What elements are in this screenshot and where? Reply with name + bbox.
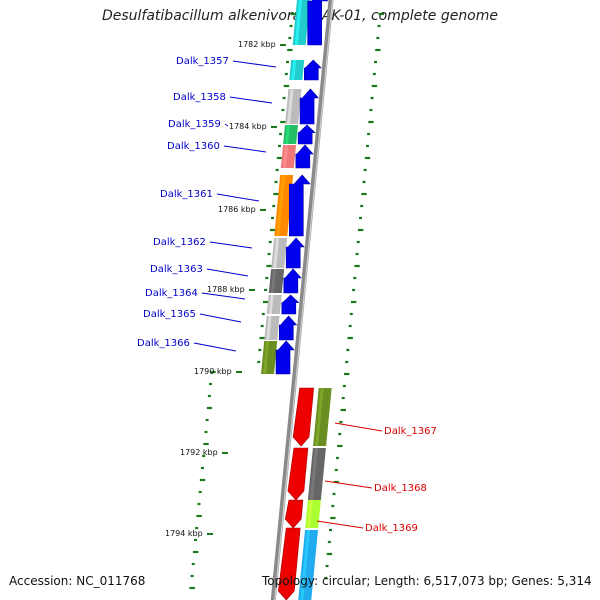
- category-bar-dalk_1360: [280, 145, 297, 168]
- gene-arrow-dalk_1359[interactable]: [297, 124, 316, 145]
- category-bar-dalk_1362-shine: [273, 238, 280, 268]
- category-bar-dalk_1357: [289, 60, 305, 80]
- category-bar-partial-top-shine: [294, 0, 303, 45]
- category-bar-dalk_1368-shine: [309, 448, 318, 500]
- category-bar-dalk_1362: [271, 238, 288, 268]
- gene-label-dalk_1361[interactable]: Dalk_1361: [160, 189, 213, 200]
- kbp-label: 1788 kbp: [207, 285, 245, 294]
- backbone-line: [270, 0, 334, 600]
- gene-arrow-partial-bottom[interactable]: [277, 527, 301, 600]
- category-bar-dalk_1365-shine: [266, 316, 272, 340]
- leader-line: [324, 480, 373, 489]
- category-bar-dalk_1364: [266, 295, 282, 314]
- leader-line: [229, 96, 273, 104]
- category-bar-dalk_1363-shine: [270, 269, 277, 293]
- gene-label-dalk_1365[interactable]: Dalk_1365: [143, 309, 196, 320]
- category-bar-dalk_1359: [283, 125, 298, 144]
- kbp-label: 1792 kbp: [180, 448, 218, 457]
- gene-arrow-dalk_1361[interactable]: [288, 174, 311, 237]
- leader-line: [334, 422, 383, 432]
- genome-backbone: [270, 0, 334, 600]
- gene-label-dalk_1368[interactable]: Dalk_1368: [374, 483, 427, 494]
- category-bar-dalk_1369: [305, 500, 321, 528]
- category-bar-dalk_1369-shine: [307, 500, 313, 528]
- gene-arrow-partial-top[interactable]: [307, 0, 329, 46]
- kbp-label: 1784 kbp: [229, 122, 267, 131]
- leader-line: [199, 313, 242, 323]
- gene-label-dalk_1364[interactable]: Dalk_1364: [145, 288, 198, 299]
- gene-label-dalk_1369[interactable]: Dalk_1369: [365, 523, 418, 534]
- gene-label-dalk_1358[interactable]: Dalk_1358: [173, 92, 226, 103]
- gene-arrow-dalk_1362[interactable]: [285, 237, 305, 269]
- category-bars: [261, 0, 332, 600]
- category-bar-dalk_1361-shine: [276, 175, 286, 236]
- category-bar-dalk_1364-shine: [268, 295, 274, 314]
- gene-arrow-dalk_1363[interactable]: [283, 268, 302, 294]
- gene-arrow-dalk_1368[interactable]: [287, 447, 309, 501]
- gene-arrow-dalk_1367[interactable]: [292, 387, 315, 447]
- category-bar-dalk_1363: [268, 269, 285, 293]
- kbp-label: 1782 kbp: [238, 40, 276, 49]
- gene-arrow-dalk_1365[interactable]: [278, 315, 298, 341]
- gene-arrow-dalk_1358[interactable]: [299, 88, 320, 125]
- leader-line: [209, 241, 253, 249]
- category-bar-dalk_1359-shine: [285, 125, 290, 144]
- gene-label-dalk_1367[interactable]: Dalk_1367: [384, 426, 437, 437]
- kbp-labels: 1782 kbp 1784 kbp 1786 kbp 1788 kbp 1790 kbp…: [165, 40, 286, 538]
- category-bar-dalk_1366-shine: [263, 341, 270, 374]
- kbp-label: 1786 kbp: [218, 205, 256, 214]
- gene-label-dalk_1359[interactable]: Dalk_1359: [168, 119, 221, 130]
- category-bar-dalk_1366: [261, 341, 278, 374]
- category-bar-dalk_1357-shine: [291, 60, 297, 80]
- category-bar-dalk_1358: [285, 89, 302, 124]
- gene-labels: Dalk_1357 Dalk_1358 Dalk_1359 Dalk_1360 Dalk…: [137, 56, 437, 534]
- backbone-highlight: [274, 0, 334, 600]
- gene-arrow-dalk_1366[interactable]: [275, 340, 295, 375]
- gene-label-dalk_1362[interactable]: Dalk_1362: [153, 237, 206, 248]
- gene-arrows: [275, 0, 329, 600]
- leader-line: [223, 145, 267, 153]
- category-bar-dalk_1360-shine: [282, 145, 289, 168]
- gene-arrow-dalk_1360[interactable]: [295, 144, 314, 169]
- leader-line: [216, 193, 260, 202]
- category-bar-dalk_1365: [264, 316, 280, 340]
- gene-arrow-dalk_1364[interactable]: [281, 294, 300, 315]
- leader-line: [224, 123, 229, 127]
- gene-label-dalk_1360[interactable]: Dalk_1360: [167, 141, 220, 152]
- leader-line: [206, 268, 249, 277]
- kbp-label: 1790 kbp: [194, 367, 232, 376]
- category-bar-partial-bottom-shine: [300, 530, 311, 600]
- leader-line: [316, 520, 364, 529]
- leader-line: [201, 292, 246, 300]
- leader-line: [232, 60, 277, 68]
- gene-label-dalk_1357[interactable]: Dalk_1357: [176, 56, 229, 67]
- gene-label-dalk_1363[interactable]: Dalk_1363: [150, 264, 203, 275]
- topology-text: Topology: circular; Length: 6,517,073 bp…: [262, 574, 592, 588]
- category-bar-dalk_1367-shine: [315, 388, 324, 446]
- leader-line: [193, 342, 237, 352]
- accession-text: Accession: NC_011768: [9, 574, 146, 588]
- kbp-label: 1794 kbp: [165, 529, 203, 538]
- gene-arrow-dalk_1357[interactable]: [304, 59, 322, 81]
- gene-label-dalk_1366[interactable]: Dalk_1366: [137, 338, 190, 349]
- gene-arrow-dalk_1369[interactable]: [284, 499, 304, 529]
- category-bar-dalk_1358-shine: [287, 89, 294, 124]
